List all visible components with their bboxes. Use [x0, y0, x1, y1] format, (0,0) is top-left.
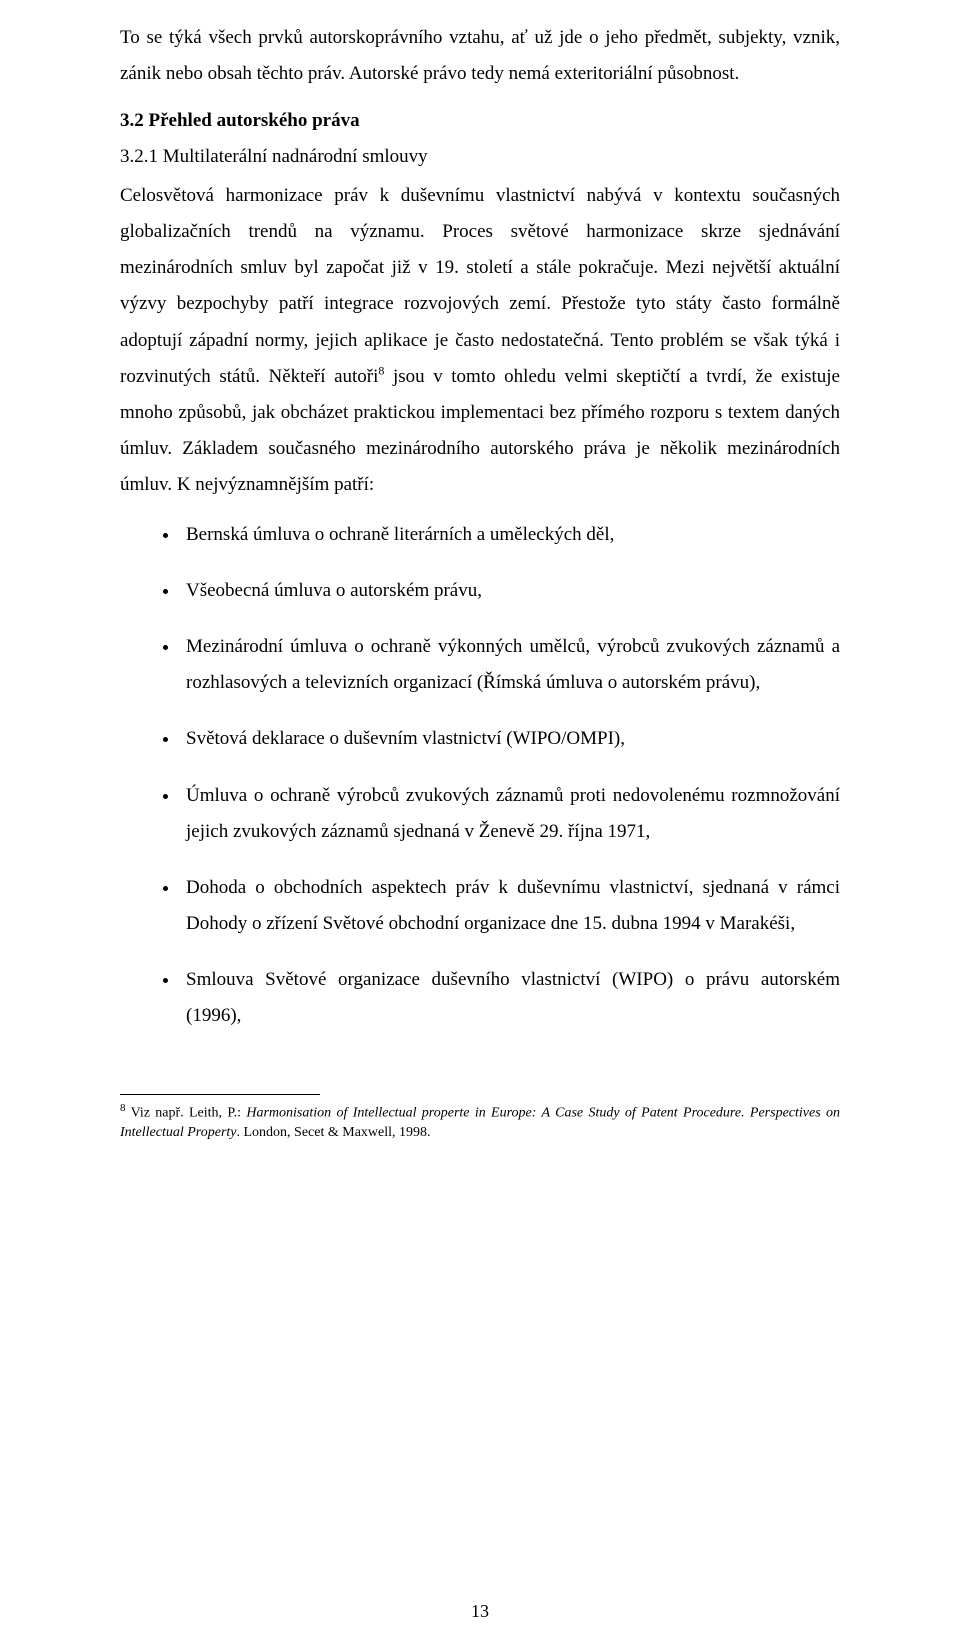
footnote-pre: Viz např. Leith, P.: — [126, 1106, 247, 1121]
body-pre: Celosvětová harmonizace práv k duševnímu… — [120, 185, 840, 386]
footnote-8: 8 Viz např. Leith, P.: Harmonisation of … — [120, 1101, 840, 1142]
list-item: Úmluva o ochraně výrobců zvukových zázna… — [180, 778, 840, 850]
intro-paragraph: To se týká všech prvků autorskoprávního … — [120, 20, 840, 92]
footnote-post: . London, Secet & Maxwell, 1998. — [237, 1125, 431, 1140]
footnote-separator — [120, 1094, 320, 1095]
list-item: Dohoda o obchodních aspektech práv k duš… — [180, 870, 840, 942]
list-item: Všeobecná úmluva o autorském právu, — [180, 573, 840, 609]
bullet-list: Bernská úmluva o ochraně literárních a u… — [120, 517, 840, 1034]
list-item: Mezinárodní úmluva o ochraně výkonných u… — [180, 629, 840, 701]
document-page: To se týká všech prvků autorskoprávního … — [0, 0, 960, 1640]
heading-section-3-2-1: 3.2.1 Multilaterální nadnárodní smlouvy — [120, 146, 840, 168]
page-number: 13 — [0, 1601, 960, 1622]
heading-section-3-2: 3.2 Přehled autorského práva — [120, 110, 840, 132]
list-item: Smlouva Světové organizace duševního vla… — [180, 962, 840, 1034]
body-paragraph: Celosvětová harmonizace práv k duševnímu… — [120, 178, 840, 503]
list-item: Světová deklarace o duševním vlastnictví… — [180, 721, 840, 757]
list-item: Bernská úmluva o ochraně literárních a u… — [180, 517, 840, 553]
